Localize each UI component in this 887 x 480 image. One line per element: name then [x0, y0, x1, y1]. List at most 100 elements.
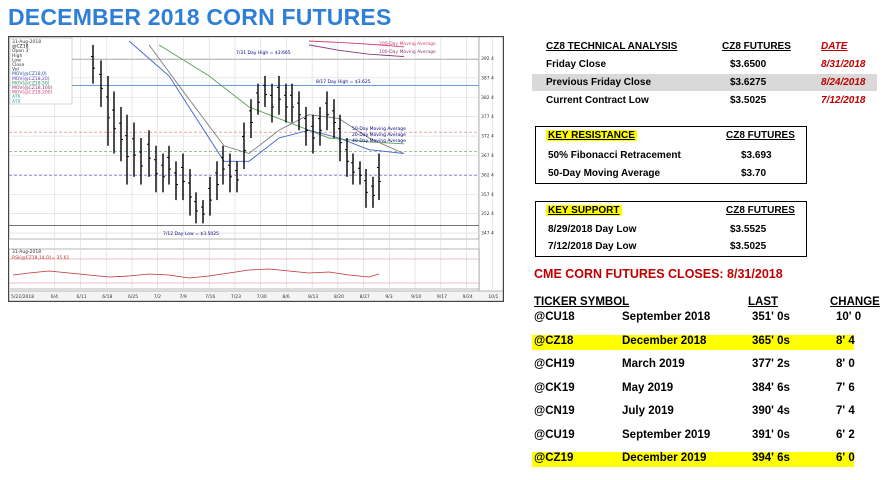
resistance-row-1-label: 50% Fibonacci Retracement: [548, 150, 681, 161]
closes-row-ticker: @CK19: [534, 381, 575, 394]
support-header-value: CZ8 FUTURES: [726, 205, 795, 216]
closes-title: CME CORN FUTURES CLOSES: 8/31/2018: [534, 267, 783, 281]
x-tick-label: 9/10: [411, 294, 421, 300]
x-tick-label: 7/16: [205, 294, 215, 300]
y-tick-label: 347 4: [481, 231, 494, 237]
closes-row-month: May 2019: [622, 381, 674, 394]
ma50-line: [158, 44, 405, 145]
legend-entry: ATR: [12, 94, 21, 100]
x-tick-label: 6/4: [51, 294, 58, 300]
closes-row-change: 10' 0: [836, 311, 862, 323]
page-title: DECEMBER 2018 CORN FUTURES: [8, 4, 392, 30]
legend-entry: Vol: [12, 67, 19, 73]
rsi-line: [9, 258, 479, 284]
resistance-row-1-value: $3.693: [741, 150, 772, 161]
technical-row-2-date: 8/24/2018: [821, 77, 866, 88]
x-tick-label: 8/6: [282, 294, 289, 300]
legend-entry: 31-Aug-2018: [12, 39, 41, 45]
closes-row: @CU19 September 2019 391' 0s 6' 2: [530, 428, 860, 445]
annotation-ma40: 40-Day Moving Average: [352, 138, 406, 144]
x-tick-label: 8/27: [360, 294, 370, 300]
technical-row-1-value: $3.6500: [730, 59, 767, 70]
legend-entry: MOV(@CZ18,20): [12, 76, 50, 82]
key-support-box: KEY SUPPORT CZ8 FUTURES 8/29/2018 Day Lo…: [535, 201, 807, 257]
legend-entry: Open 3': [12, 48, 30, 54]
y-tick-label: 357 4: [481, 192, 494, 198]
x-tick-label: 7/30: [257, 294, 267, 300]
closes-row-month: September 2018: [622, 311, 711, 323]
closes-row-month: July 2019: [622, 405, 674, 417]
closes-row-month: December 2019: [622, 452, 707, 464]
closes-table: TICKER SYMBOL LAST CHANGE @CU18 September…: [530, 294, 880, 474]
ma20-line: [128, 40, 405, 162]
closes-row: @CZ18 December 2018 365' 0s 8' 4: [530, 334, 860, 351]
closes-row-change: 8' 0: [836, 358, 855, 370]
closes-row: @CN19 July 2019 390' 4s 7' 4: [530, 404, 860, 421]
rsi-panel-date: 31-Aug-2018: [12, 249, 41, 255]
annotation-high-731: 7/31 Day High = $3.665: [236, 50, 291, 56]
support-row-1-label: 8/29/2018 Day Low: [548, 224, 637, 235]
x-tick-label: 8/20: [334, 294, 344, 300]
closes-row-change: 6' 0: [836, 452, 855, 464]
closes-row-ticker: @CZ19: [534, 452, 574, 464]
y-tick-label: 352 4: [481, 211, 494, 217]
x-tick-label: 6/18: [102, 294, 112, 300]
y-tick-label: 377 4: [481, 114, 494, 120]
x-tick-label: 6/25: [128, 294, 138, 300]
x-tick-label: 7/2: [154, 294, 161, 300]
resistance-row-2-label: 50-Day Moving Average: [548, 168, 661, 179]
closes-header-change: CHANGE: [830, 296, 880, 308]
annotation-high-817: 8/17 Day High = $3.625: [316, 79, 371, 85]
support-header-label: KEY SUPPORT: [546, 205, 622, 216]
legend-entry: High: [12, 53, 22, 59]
price-bars: [91, 44, 381, 224]
y-tick-label: 382 4: [481, 95, 494, 101]
technical-row-1: Friday Close $3.6500 8/31/2018: [532, 56, 877, 73]
technical-row-3: Current Contract Low $3.5025 7/12/2018: [532, 92, 877, 109]
closes-header-ticker: TICKER SYMBOL: [534, 296, 630, 308]
technical-row-3-label: Current Contract Low: [546, 95, 649, 106]
annotation-ma20: 20-Day Moving Average: [352, 132, 406, 138]
moving-averages: [128, 40, 405, 162]
technical-row-3-value: $3.5025: [730, 95, 767, 106]
support-row-2-value: $3.5025: [730, 241, 767, 252]
resistance-header-value: CZ8 FUTURES: [726, 130, 795, 141]
closes-row-ticker: @CU19: [534, 428, 575, 441]
x-tick-label: 9/24: [463, 294, 473, 300]
closes-row-month: December 2018: [622, 334, 707, 347]
key-resistance-box: KEY RESISTANCE CZ8 FUTURES 50% Fibonacci…: [535, 126, 807, 184]
closes-header-last: LAST: [748, 296, 779, 308]
x-tick-label: 6/11: [76, 294, 86, 300]
y-tick-label: 367 4: [481, 153, 494, 159]
closes-row-change: 8' 4: [836, 334, 855, 347]
y-tick-label: 387 4: [481, 75, 494, 81]
legend-entry: Close: [12, 62, 24, 68]
legend-entry: MOV(@CZ18,200): [12, 90, 53, 96]
rsi-panel-series: RSI(@CZ18,14,D)= 35.61: [12, 255, 70, 261]
rsi-panel: [9, 248, 480, 290]
legend-entry: MOV(@CZ18,100): [12, 85, 53, 91]
closes-row-month: March 2019: [622, 358, 685, 370]
closes-row-last: 394' 6s: [752, 452, 790, 464]
technical-header-value: CZ8 FUTURES: [722, 41, 791, 52]
closes-row-change: 7' 4: [836, 405, 855, 417]
ma40-line: [148, 44, 405, 155]
legend-entry: @CZ18: [12, 44, 29, 50]
support-row-1-value: $3.5525: [730, 224, 767, 235]
closes-row: @CH19 March 2019 377' 2s 8' 0: [530, 357, 860, 374]
y-tick-label: 372 4: [481, 134, 494, 140]
chart-svg: 392 4 387 4 382 4 377 4 372 4 367 4 362 4 357 4…: [9, 37, 503, 301]
closes-row-highlight: [532, 452, 854, 467]
closes-row-last: 365' 0s: [752, 334, 790, 347]
legend-entry: MOV(@CZ18,0): [12, 71, 47, 77]
grid: [9, 37, 493, 289]
technical-row-2: Previous Friday Close $3.6275 8/24/2018: [532, 74, 877, 91]
closes-row-change: 6' 2: [836, 428, 855, 441]
technical-row-1-label: Friday Close: [546, 59, 607, 70]
x-tick-label: 9/3: [385, 294, 392, 300]
x-tick-label: 10/1: [488, 294, 498, 300]
technical-row-1-date: 8/31/2018: [821, 59, 866, 70]
closes-row-last: 391' 0s: [752, 428, 790, 441]
x-axis-labels: 5/22/2018 6/4 6/11 6/18 6/25 7/2 7/9 7/16 7/23 7/…: [11, 294, 499, 300]
